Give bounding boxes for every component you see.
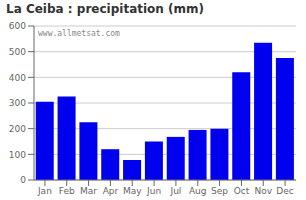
svg-text:Oct: Oct <box>234 186 250 196</box>
svg-text:600: 600 <box>9 21 26 31</box>
svg-text:Dec: Dec <box>276 186 293 196</box>
svg-text:Jun: Jun <box>146 186 161 196</box>
svg-text:Apr: Apr <box>103 186 119 196</box>
html-text:www.allmetsat.com: www.allmetsat.com <box>38 29 120 38</box>
svg-text:Jul: Jul <box>169 186 181 196</box>
svg-text:100: 100 <box>9 150 26 160</box>
svg-text:0: 0 <box>20 175 26 185</box>
svg-text:500: 500 <box>9 47 26 57</box>
svg-text:May: May <box>123 186 142 196</box>
svg-text:Mar: Mar <box>80 186 97 196</box>
svg-text:300: 300 <box>9 98 26 108</box>
svg-text:200: 200 <box>9 124 26 134</box>
svg-text:Feb: Feb <box>59 186 75 196</box>
svg-text:Aug: Aug <box>189 186 207 196</box>
svg-text:Sep: Sep <box>211 186 228 196</box>
svg-text:400: 400 <box>9 73 26 83</box>
svg-text:Jan: Jan <box>37 186 52 196</box>
html-text:La Ceiba : precipitation (mm): La Ceiba : precipitation (mm) <box>6 2 204 16</box>
svg-text:Nov: Nov <box>254 186 272 196</box>
